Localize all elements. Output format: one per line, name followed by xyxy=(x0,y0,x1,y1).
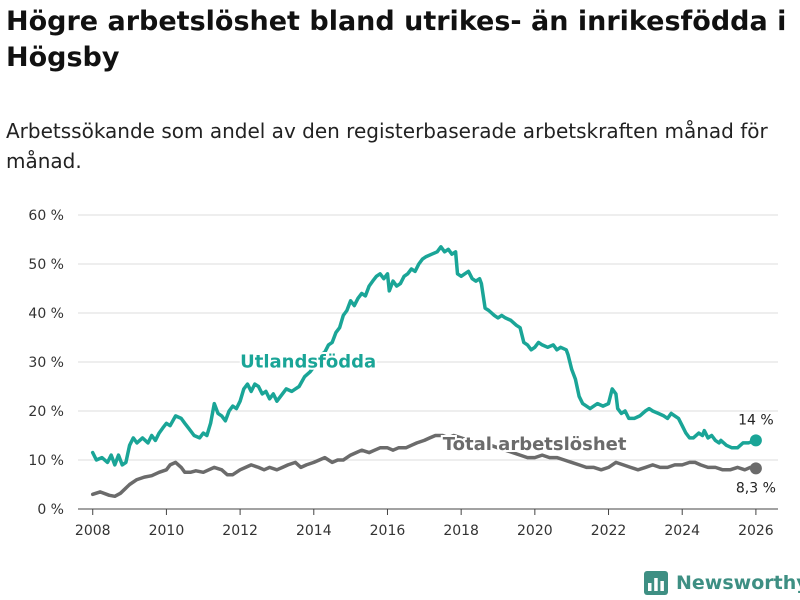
bar-chart-icon xyxy=(644,571,668,595)
x-tick-label: 2016 xyxy=(370,523,406,539)
y-tick-label: 50 % xyxy=(28,257,64,273)
x-tick-label: 2018 xyxy=(443,523,479,539)
x-tick-label: 2012 xyxy=(222,523,258,539)
series-label-total: Total arbetslöshet xyxy=(443,434,627,455)
series-label-utlandsfodda: Utlandsfödda xyxy=(240,351,376,372)
x-tick-label: 2020 xyxy=(517,523,553,539)
y-tick-label: 0 % xyxy=(37,502,64,518)
x-tick-label: 2010 xyxy=(149,523,185,539)
series-lines xyxy=(90,245,762,499)
series-line-utlandsfodda xyxy=(90,245,758,467)
end-marker-utlandsfodda xyxy=(749,434,762,447)
x-tick-label: 2022 xyxy=(591,523,627,539)
brand-name: Newsworthy xyxy=(676,572,800,594)
chart-subtitle: Arbetssökande som andel av den registerb… xyxy=(6,119,768,173)
y-tick-label: 60 % xyxy=(28,208,64,224)
x-tick-label: 2008 xyxy=(75,523,111,539)
series-line-total xyxy=(90,433,758,499)
end-value-utlandsfodda: 14 % xyxy=(738,412,774,428)
end-value-total: 8,3 % xyxy=(736,480,776,496)
x-tick-label: 2024 xyxy=(664,523,700,539)
y-tick-label: 40 % xyxy=(28,306,64,322)
series-labels: 14 % 8,3 % Utlandsfödda Total arbetslöshet xyxy=(238,349,776,496)
chart-title: Högre arbetslöshet bland utrikes- än inr… xyxy=(6,6,787,73)
x-tick-label: 2014 xyxy=(296,523,332,539)
y-tick-label: 10 % xyxy=(28,453,64,469)
y-tick-label: 30 % xyxy=(28,355,64,371)
grid-lines xyxy=(78,214,778,510)
y-tick-label: 20 % xyxy=(28,404,64,420)
axis-labels: 0 % 10 % 20 % 30 % 40 % 50 % 60 % 2008 2010 2012 2… xyxy=(28,208,773,539)
end-marker-total xyxy=(749,462,762,475)
x-tick-label: 2026 xyxy=(738,523,774,539)
brand-logo: Newsworthy xyxy=(644,568,800,598)
